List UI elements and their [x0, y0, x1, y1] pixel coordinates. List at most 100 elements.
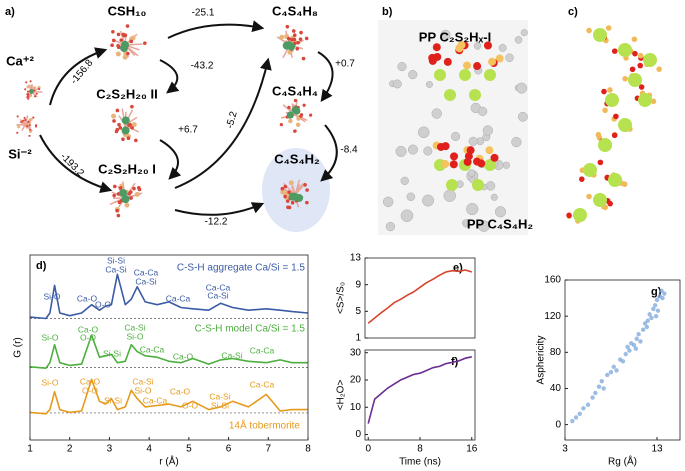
atom-o — [293, 129, 297, 133]
atom-si — [288, 180, 294, 186]
x-tick-label: 8 — [417, 444, 423, 455]
atom-o — [477, 159, 486, 168]
atom-o — [112, 193, 116, 198]
y-tick-label: 30 — [350, 347, 362, 358]
atom-grey — [423, 146, 433, 156]
atom-o — [134, 138, 138, 143]
atom-o — [301, 56, 306, 61]
atom-grey — [382, 196, 394, 208]
atom-ca — [434, 69, 446, 81]
peak-label: Si-Si — [104, 395, 122, 405]
scatter-point — [596, 384, 602, 389]
scatter-point — [599, 379, 604, 384]
atom-o — [309, 113, 313, 117]
y-tick-label: 13 — [350, 253, 362, 264]
atom-si — [17, 125, 21, 129]
atom-o — [295, 47, 300, 51]
scatter-point — [651, 306, 656, 312]
species-label: C₄S₄H₄ — [272, 83, 318, 98]
reaction-arrow — [159, 139, 182, 180]
atom-si — [485, 146, 494, 155]
atom-o — [601, 88, 607, 95]
scatter-point — [638, 339, 643, 344]
atom-o — [129, 196, 133, 200]
bond — [21, 124, 26, 131]
atom-o — [130, 126, 134, 130]
x-tick-label: 0 — [365, 444, 371, 455]
peak-label: Si-Si — [211, 400, 229, 410]
scatter-point — [570, 418, 575, 424]
atom-o — [125, 24, 130, 28]
atom-o — [287, 190, 291, 194]
atom-o — [586, 193, 592, 200]
atom-o — [305, 188, 309, 192]
peak-label: Ca-O — [80, 376, 101, 386]
atom-ca — [459, 69, 471, 81]
atom-o — [27, 97, 30, 100]
atom-o — [605, 25, 612, 31]
atom-o — [119, 38, 124, 42]
peak-label: Ca-Si — [135, 276, 156, 286]
atom-o — [129, 39, 134, 44]
reaction-energy: -25.1 — [192, 8, 215, 19]
atom-grey — [407, 144, 418, 155]
atom-o — [24, 118, 27, 122]
atom-si — [124, 202, 130, 208]
peak-label: Si-O — [135, 385, 152, 395]
y-tick-label: 5 — [355, 306, 361, 317]
atom-si — [26, 85, 30, 89]
atom-ca — [119, 188, 128, 197]
reaction-energy: +0.7 — [335, 59, 355, 70]
atom-grey — [440, 29, 451, 40]
scatter-point — [660, 295, 665, 301]
atom-grey — [462, 219, 471, 228]
scatter-point — [611, 364, 616, 369]
atom-o — [287, 105, 291, 110]
atom-ca — [284, 41, 293, 50]
peak-label: Ca-Ca — [143, 395, 168, 405]
scatter-point — [623, 351, 628, 357]
x-tick-label: 7 — [266, 444, 272, 455]
atom-ca — [28, 89, 34, 94]
series-line — [367, 356, 472, 424]
atom-o — [304, 36, 309, 41]
axes-frame — [564, 279, 681, 441]
atom-grey — [473, 42, 482, 50]
bond — [294, 179, 301, 196]
peak-label: Si-O — [127, 331, 144, 341]
scatter-point — [659, 288, 664, 294]
atom-o — [283, 184, 288, 189]
atom-si — [495, 54, 504, 63]
panel-label: b) — [382, 6, 393, 18]
atom-o — [613, 113, 619, 120]
atom-ca — [472, 179, 484, 191]
atom-grey — [425, 80, 433, 88]
atom-o — [629, 66, 636, 73]
species-label: C₂S₂H₂₀ II — [96, 86, 157, 101]
atom-ca — [121, 126, 130, 135]
atom-o — [650, 98, 657, 105]
atom-si — [279, 34, 285, 40]
species-label: C₂S₂H₂₀ I — [98, 161, 156, 176]
series-label: 14Å tobermorite — [229, 419, 301, 432]
atom-o — [298, 37, 303, 41]
atom-o — [123, 33, 128, 38]
reaction-arrow — [49, 47, 108, 106]
scatter-point — [642, 321, 648, 326]
atom-o — [113, 184, 117, 189]
peak-label: Si-O — [42, 377, 59, 387]
atom-o — [126, 136, 131, 141]
y-tick-label: 1 — [355, 333, 361, 344]
atom-o — [595, 131, 602, 138]
atom-o — [32, 116, 35, 119]
series-line — [29, 334, 308, 369]
reaction-arrow — [167, 20, 265, 39]
peak-label: Ca-O — [173, 351, 194, 361]
atom-si — [29, 117, 33, 121]
atom-o — [293, 98, 298, 103]
x-tick-label: 4 — [146, 444, 152, 455]
atom-si — [441, 160, 450, 169]
atom-o — [35, 92, 38, 95]
atom-o — [637, 52, 644, 59]
atom-grey — [385, 221, 396, 232]
